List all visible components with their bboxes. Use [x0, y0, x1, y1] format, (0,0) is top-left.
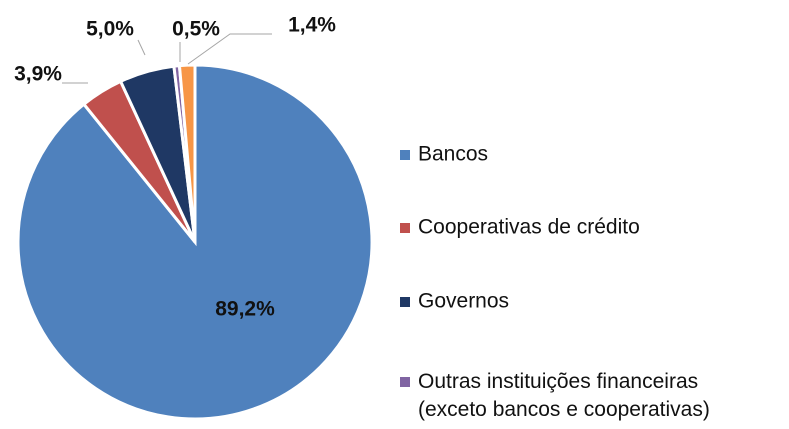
data-label: 0,5% [172, 18, 220, 41]
legend-label: Governos [418, 290, 509, 313]
pie-slice [177, 63, 197, 243]
data-label: 89,2% [215, 298, 275, 321]
legend-label: Bancos [418, 143, 488, 166]
leader-line [137, 39, 146, 56]
data-label: 3,9% [14, 63, 62, 86]
leader-line [187, 33, 272, 65]
data-label: 5,0% [86, 18, 134, 41]
legend-swatch [400, 297, 410, 307]
legend-swatch [400, 223, 410, 233]
legend-label: Outras instituições financeiras (exceto b… [418, 370, 710, 421]
legend-swatch [400, 377, 410, 387]
legend-label: Cooperativas de crédito [418, 216, 640, 239]
legend-swatch [400, 150, 410, 160]
data-label: 1,4% [288, 14, 336, 37]
